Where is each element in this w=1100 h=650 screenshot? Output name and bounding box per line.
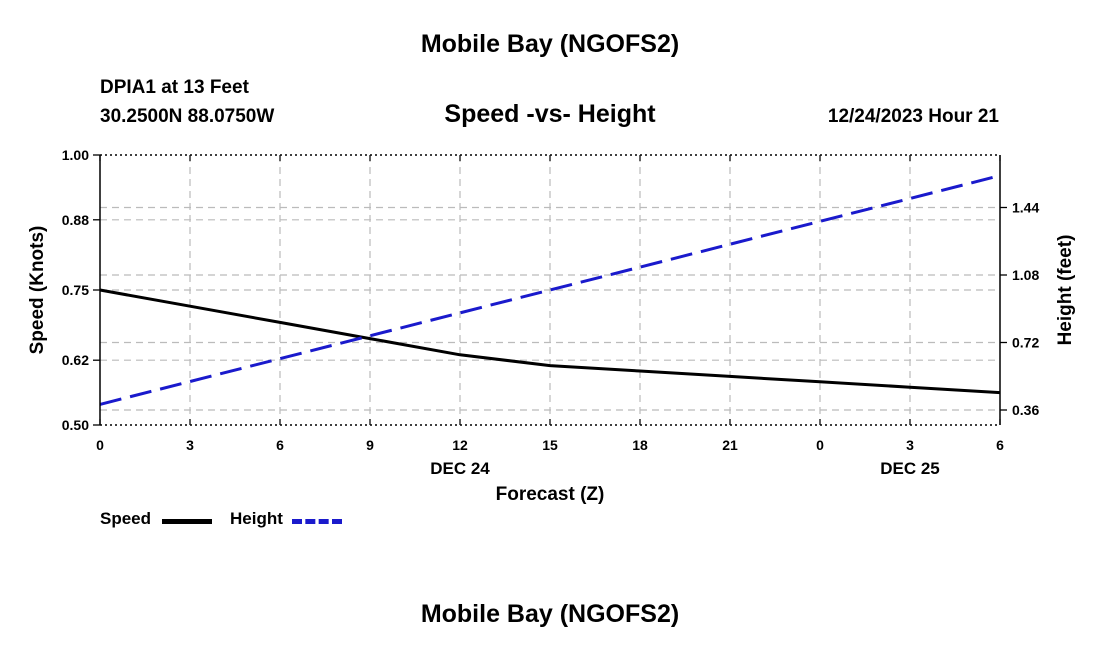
- legend-height-swatch: [292, 519, 342, 524]
- station-label: DPIA1 at 13 Feet: [100, 77, 249, 98]
- station-coordinates: 30.2500N 88.0750W: [100, 106, 275, 127]
- label-layer: 0 3 6 9 12 15 18 21 0 3 6 DEC 24 DEC 25 0.50 0.62 0.75 0…: [27, 147, 1076, 505]
- chart-footer-title: Mobile Bay (NGOFS2): [420, 600, 680, 628]
- x-tick-label: 6: [276, 437, 284, 453]
- x-tick-label: 3: [906, 437, 914, 453]
- y-right-tick-label: 0.36: [1012, 402, 1039, 418]
- y-left-tick-label: 0.88: [62, 212, 89, 228]
- y-left-tick-label: 1.00: [62, 147, 89, 163]
- y-right-tick-label: 1.08: [1012, 267, 1039, 283]
- x-tick-label: 12: [452, 437, 468, 453]
- forecast-timestamp: 12/24/2023 Hour 21: [827, 106, 999, 127]
- y-left-tick-label: 0.75: [62, 282, 89, 298]
- x-date-label: DEC 24: [430, 459, 490, 478]
- x-tick-label: 0: [816, 437, 824, 453]
- x-tick-label: 15: [542, 437, 558, 453]
- y-right-axis-title: Height (feet): [1055, 235, 1076, 346]
- grid-layer: [100, 155, 1000, 425]
- y-left-tick-label: 0.62: [62, 352, 89, 368]
- series-line-speed: [99, 288, 1001, 395]
- y-right-tick-label: 0.72: [1012, 335, 1039, 351]
- axes-layer: [93, 154, 1007, 426]
- chart-main-title: Mobile Bay (NGOFS2): [420, 30, 680, 58]
- series-layer: [99, 174, 1001, 406]
- y-left-axis-title: Speed (Knots): [27, 226, 48, 355]
- x-tick-label: 9: [366, 437, 374, 453]
- x-tick-label: 6: [996, 437, 1004, 453]
- legend-height-label: Height: [230, 509, 283, 528]
- x-tick-label: 0: [96, 437, 104, 453]
- x-tick-label: 21: [722, 437, 738, 453]
- y-right-tick-label: 1.44: [1012, 200, 1039, 216]
- x-axis-title: Forecast (Z): [496, 484, 605, 505]
- legend-speed-swatch: [162, 519, 212, 524]
- chart-subtitle: Speed -vs- Height: [444, 100, 656, 128]
- y-left-tick-label: 0.50: [62, 417, 89, 433]
- x-tick-label: 3: [186, 437, 194, 453]
- x-tick-label: 18: [632, 437, 648, 453]
- legend-speed-label: Speed: [100, 509, 152, 528]
- x-date-label: DEC 25: [880, 459, 940, 478]
